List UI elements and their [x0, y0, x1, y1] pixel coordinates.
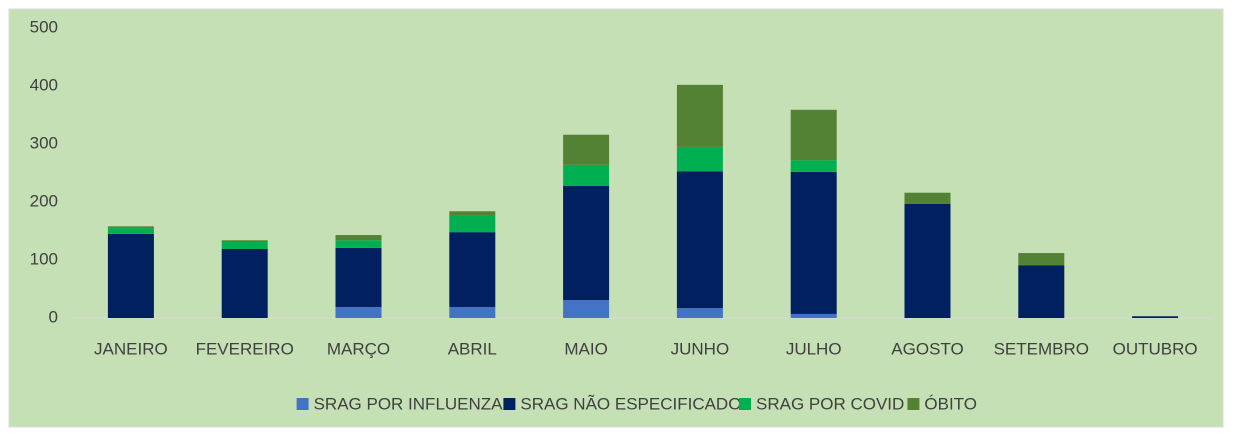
- bar-segment: [904, 192, 951, 204]
- legend-swatch: [503, 398, 516, 410]
- x-tick-label: ABRIL: [448, 339, 497, 358]
- bar-segment: [563, 185, 610, 301]
- bar-segment: [904, 203, 951, 318]
- x-tick-label: OUTUBRO: [1113, 339, 1198, 358]
- bar-segment: [335, 247, 382, 307]
- legend-label: ÓBITO: [924, 394, 977, 413]
- legend-label: SRAG POR INFLUENZA: [314, 394, 504, 413]
- bar-segment: [676, 171, 723, 309]
- bar-segment: [449, 306, 496, 318]
- bar-segment: [563, 134, 610, 165]
- x-tick-label: AGOSTO: [891, 339, 963, 358]
- bar-segment: [221, 248, 268, 318]
- bar-segment: [1132, 316, 1179, 318]
- bar-segment: [790, 109, 837, 161]
- x-tick-label: JANEIRO: [94, 339, 168, 358]
- chart-background: [8, 8, 1224, 428]
- bar-segment: [449, 232, 496, 307]
- bar-segment: [790, 171, 837, 314]
- y-tick-label: 200: [30, 191, 58, 210]
- x-tick-label: JUNHO: [671, 339, 730, 358]
- x-tick-label: MAIO: [564, 339, 607, 358]
- x-tick-label: SETEMBRO: [994, 339, 1089, 358]
- y-tick-label: 500: [30, 17, 58, 36]
- legend-swatch: [907, 398, 920, 410]
- legend-swatch: [296, 398, 309, 410]
- bar-segment: [107, 228, 154, 234]
- bar-segment: [221, 240, 268, 243]
- x-tick-label: JULHO: [786, 339, 842, 358]
- bar-segment: [676, 308, 723, 318]
- bar-segment: [790, 160, 837, 172]
- bar-segment: [676, 146, 723, 172]
- y-tick-label: 300: [30, 133, 58, 152]
- bar-segment: [449, 211, 496, 216]
- bar-segment: [449, 215, 496, 233]
- legend-label: SRAG NÃO ESPECIFICADO: [520, 394, 741, 413]
- bar-segment: [1018, 265, 1065, 318]
- y-tick-label: 400: [30, 75, 58, 94]
- bar-segment: [107, 226, 154, 229]
- bar-segment: [676, 84, 723, 147]
- bar-segment: [335, 235, 382, 241]
- bar-segment: [221, 242, 268, 249]
- bar-segment: [335, 240, 382, 248]
- bar-segment: [335, 306, 382, 318]
- bar-segment: [1018, 253, 1065, 266]
- bar-segment: [563, 300, 610, 318]
- bar-segment: [563, 164, 610, 186]
- x-tick-label: MARÇO: [327, 339, 390, 358]
- y-tick-label: 100: [30, 249, 58, 268]
- legend-swatch: [739, 398, 751, 410]
- legend-label: SRAG POR COVID: [756, 394, 904, 413]
- x-tick-label: FEVEREIRO: [196, 339, 294, 358]
- bar-segment: [107, 233, 154, 318]
- y-tick-label: 0: [49, 307, 58, 326]
- bar-segment: [790, 313, 837, 318]
